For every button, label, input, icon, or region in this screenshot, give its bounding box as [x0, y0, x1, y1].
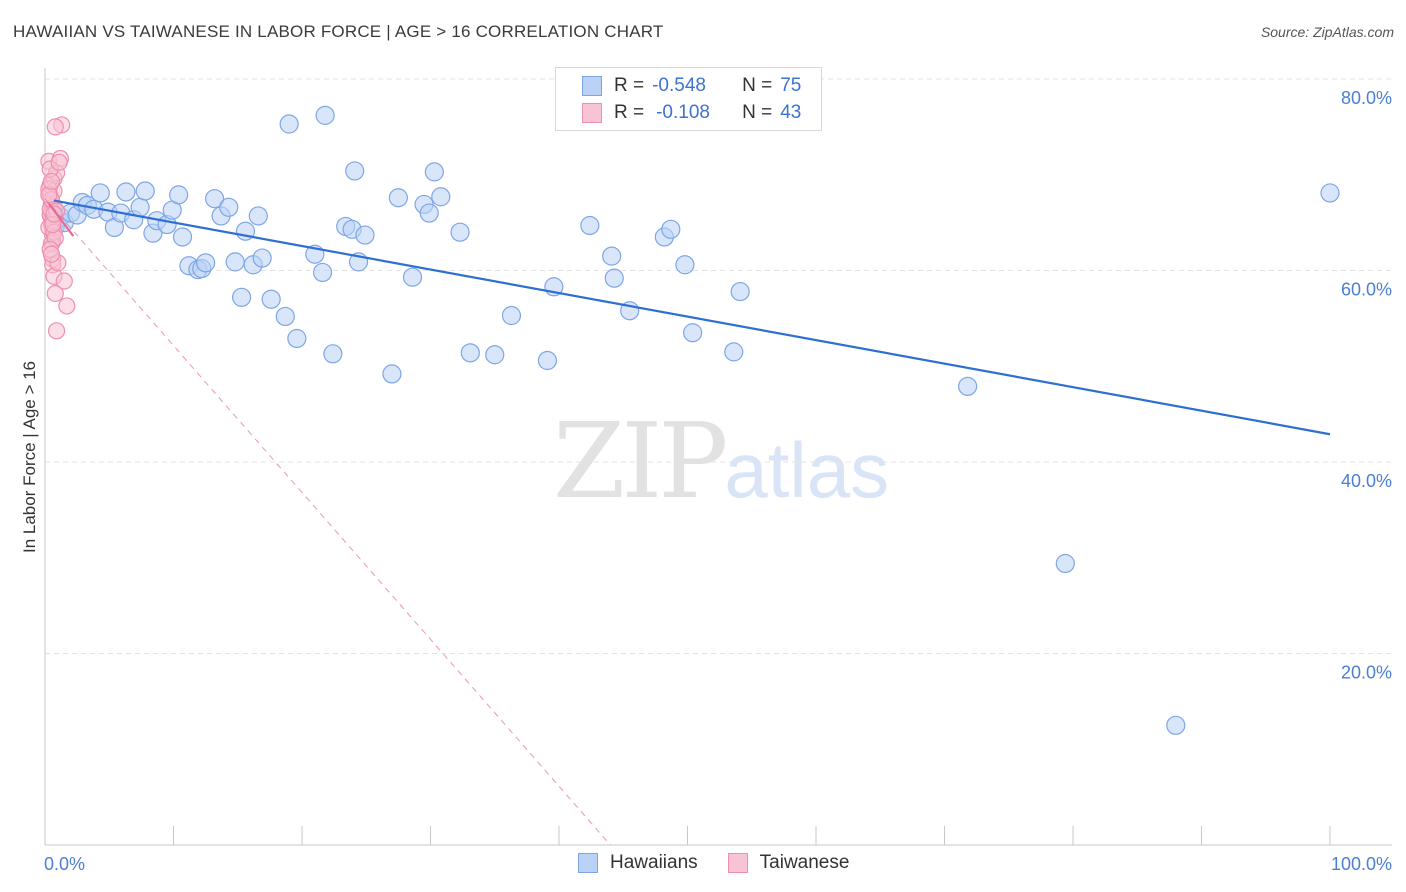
hawaiians-point	[287, 328, 307, 349]
legend-n-label: N =	[742, 75, 773, 96]
hawaiians-point	[661, 219, 681, 239]
hawaiians-point	[388, 188, 408, 208]
y-tick-label: 40.0%	[1341, 471, 1392, 491]
legend-r-label: R =	[614, 102, 645, 123]
watermark: ZIPatlas	[553, 400, 889, 522]
legend-row-taiwanese: R = -0.108 N = 43	[582, 100, 801, 126]
hawaiians-point	[382, 364, 402, 384]
legend-r-value: -0.548	[652, 75, 706, 96]
hawaiians-point	[196, 253, 216, 273]
hawaiians-point	[431, 187, 451, 207]
hawaiians-point	[130, 197, 150, 217]
hawaiians-point	[275, 306, 295, 327]
hawaiians-point	[248, 206, 268, 226]
hawaiians-point	[252, 248, 272, 268]
hawaiians-point	[355, 225, 375, 245]
legend-n-value: 43	[780, 102, 802, 123]
taiwanese-trend-solid	[47, 202, 75, 237]
hawaiians-point	[683, 323, 703, 343]
bottom-legend: Hawaiians Taiwanese	[578, 852, 879, 874]
y-tick-label: 60.0%	[1341, 280, 1392, 300]
hawaiians-point	[232, 287, 252, 307]
hawaiians-point	[345, 161, 365, 181]
taiwanese-point	[55, 272, 73, 290]
hawaiians-point	[135, 181, 155, 201]
hawaiians-point	[1166, 715, 1186, 735]
taiwanese-trend-line	[44, 198, 611, 846]
hawaiians-point	[537, 350, 558, 371]
hawaiians-point	[219, 197, 239, 217]
watermark-zip: ZIP	[553, 400, 728, 522]
hawaiians-trend-line	[53, 199, 1331, 436]
hawaiians-point	[485, 345, 505, 365]
taiwanese-point	[50, 153, 68, 171]
hawaiians-point	[261, 289, 281, 309]
legend-r-label: R =	[614, 75, 645, 96]
hawaiians-point	[424, 162, 444, 182]
watermark-atlas: atlas	[724, 426, 890, 514]
legend-box: R = -0.548 N = 75 R = -0.108 N = 43	[555, 67, 822, 131]
bottom-legend-hawaiians: Hawaiians	[578, 852, 698, 874]
legend-n-label: N =	[742, 102, 773, 123]
taiwanese-point	[58, 297, 76, 315]
hawaiians-point	[501, 305, 522, 326]
hawaiians-point	[279, 114, 299, 134]
legend-n-value: 75	[780, 75, 802, 96]
taiwanese-point	[46, 284, 64, 303]
trend-layer	[44, 198, 1331, 846]
hawaiians-point	[675, 255, 695, 275]
axis-layer: 20.0% 40.0% 60.0% 80.0% 0.0% 100.0%	[44, 68, 1392, 874]
hawaiians-point	[90, 183, 110, 203]
legend-r-value: -0.108	[656, 102, 710, 123]
y-axis-label: In Labor Force | Age > 16	[20, 361, 39, 553]
taiwanese-point	[46, 118, 64, 136]
hawaiians-point	[460, 343, 480, 363]
hawaiians-point	[604, 268, 624, 288]
taiwanese-point	[47, 322, 66, 340]
legend-swatch-taiwanese	[582, 103, 602, 123]
taiwanese-point	[42, 172, 61, 191]
legend-row-hawaiians: R = -0.548 N = 75	[582, 73, 801, 99]
source-label: Source: ZipAtlas.com	[1260, 24, 1394, 40]
hawaiians-point	[402, 267, 423, 287]
hawaiians-point	[169, 185, 189, 205]
x-tick-label: 0.0%	[44, 854, 85, 874]
hawaiians-point	[580, 215, 600, 236]
hawaiians-point	[323, 344, 343, 364]
y-tick-label: 20.0%	[1341, 663, 1392, 683]
bottom-legend-label-hawaiians: Hawaiians	[610, 852, 698, 873]
hawaiians-point	[602, 246, 622, 266]
hawaiians-point	[172, 227, 193, 247]
hawaiians-point	[724, 342, 744, 362]
taiwanese-point	[42, 245, 61, 263]
x-tick-label: 100.0%	[1331, 854, 1392, 874]
hawaiians-point	[450, 222, 470, 242]
chart-title: HAWAIIAN VS TAIWANESE IN LABOR FORCE | A…	[13, 22, 664, 41]
bottom-legend-swatch-hawaiians	[578, 853, 598, 873]
hawaiians-point	[1055, 553, 1075, 574]
hawaiians-point	[419, 203, 439, 223]
hawaiians-point	[315, 105, 335, 125]
hawaiians-point	[312, 262, 333, 283]
points-layer	[40, 105, 1340, 735]
hawaiians-point	[730, 281, 750, 302]
hawaiians-point	[1320, 183, 1340, 203]
hawaiians-point	[205, 189, 225, 209]
y-tick-label: 80.0%	[1341, 88, 1392, 108]
taiwanese-point	[45, 205, 63, 223]
bottom-legend-swatch-taiwanese	[727, 853, 748, 873]
grid-layer	[45, 78, 1392, 654]
hawaiians-point	[958, 376, 978, 396]
bottom-legend-taiwanese: Taiwanese	[727, 852, 850, 874]
hawaiians-point	[225, 252, 245, 272]
legend-swatch-hawaiians	[582, 76, 602, 96]
hawaiians-point	[116, 182, 136, 202]
bottom-legend-label-taiwanese: Taiwanese	[759, 852, 850, 873]
